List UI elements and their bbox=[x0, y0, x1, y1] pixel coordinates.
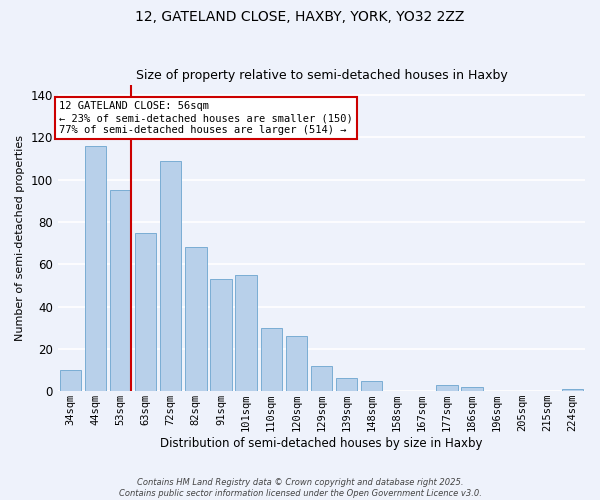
Bar bbox=[235, 275, 257, 391]
Bar bbox=[436, 385, 458, 391]
Bar bbox=[85, 146, 106, 391]
Bar bbox=[562, 389, 583, 391]
X-axis label: Distribution of semi-detached houses by size in Haxby: Distribution of semi-detached houses by … bbox=[160, 437, 482, 450]
Bar bbox=[361, 380, 382, 391]
Bar bbox=[286, 336, 307, 391]
Bar bbox=[110, 190, 131, 391]
Text: 12, GATELAND CLOSE, HAXBY, YORK, YO32 2ZZ: 12, GATELAND CLOSE, HAXBY, YORK, YO32 2Z… bbox=[136, 10, 464, 24]
Bar bbox=[311, 366, 332, 391]
Bar bbox=[185, 248, 206, 391]
Title: Size of property relative to semi-detached houses in Haxby: Size of property relative to semi-detach… bbox=[136, 69, 507, 82]
Bar bbox=[160, 160, 181, 391]
Y-axis label: Number of semi-detached properties: Number of semi-detached properties bbox=[15, 135, 25, 341]
Bar bbox=[260, 328, 282, 391]
Text: Contains HM Land Registry data © Crown copyright and database right 2025.
Contai: Contains HM Land Registry data © Crown c… bbox=[119, 478, 481, 498]
Bar bbox=[135, 232, 157, 391]
Text: 12 GATELAND CLOSE: 56sqm
← 23% of semi-detached houses are smaller (150)
77% of : 12 GATELAND CLOSE: 56sqm ← 23% of semi-d… bbox=[59, 102, 353, 134]
Bar bbox=[461, 387, 482, 391]
Bar bbox=[336, 378, 357, 391]
Bar bbox=[59, 370, 81, 391]
Bar bbox=[211, 279, 232, 391]
